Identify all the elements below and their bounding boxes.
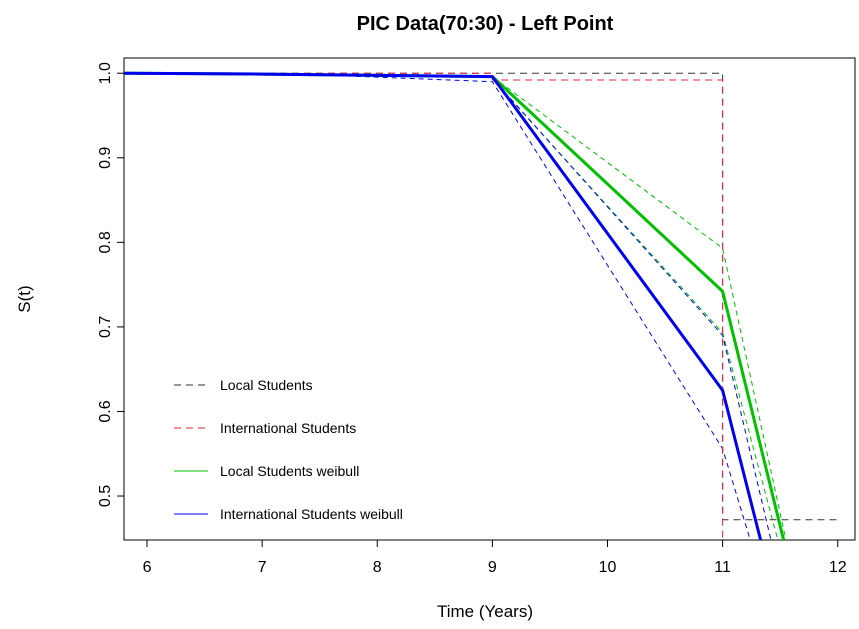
confidence-band-line — [492, 76, 787, 540]
x-tick-label: 11 — [714, 559, 731, 576]
y-axis-label: S(t) — [15, 285, 34, 312]
y-tick-label: 1.0 — [97, 62, 114, 84]
legend-label: Local Students weibull — [220, 463, 359, 479]
confidence-band-line — [492, 77, 772, 540]
series-line — [124, 72, 838, 521]
y-axis: 0.5 0.6 0.7 0.8 0.9 1.0 — [97, 62, 125, 507]
legend-label: International Students — [220, 420, 356, 436]
legend-label: International Students weibull — [220, 506, 403, 522]
series-line — [124, 71, 763, 540]
legend-label: Local Students — [220, 377, 313, 393]
x-tick-label: 7 — [258, 559, 267, 576]
x-tick-label: 10 — [599, 559, 617, 576]
chart-title: PIC Data(70:30) - Left Point — [357, 13, 614, 35]
y-tick-label: 0.7 — [97, 316, 114, 338]
series-line — [124, 72, 724, 540]
y-tick-label: 0.6 — [97, 400, 114, 422]
x-tick-label: 8 — [373, 559, 382, 576]
legend: Local Students International Students Loca… — [174, 377, 403, 522]
x-tick-label: 9 — [488, 559, 497, 576]
x-tick-label: 6 — [143, 559, 152, 576]
x-tick-label: 12 — [829, 559, 847, 576]
x-axis: 6 7 8 9 10 11 12 — [143, 539, 847, 576]
confidence-band-line — [319, 74, 751, 540]
y-tick-label: 0.5 — [97, 485, 114, 507]
series-layer — [124, 71, 838, 540]
x-axis-label: Time (Years) — [437, 602, 533, 621]
y-tick-label: 0.8 — [97, 231, 114, 253]
y-tick-label: 0.9 — [97, 147, 114, 169]
